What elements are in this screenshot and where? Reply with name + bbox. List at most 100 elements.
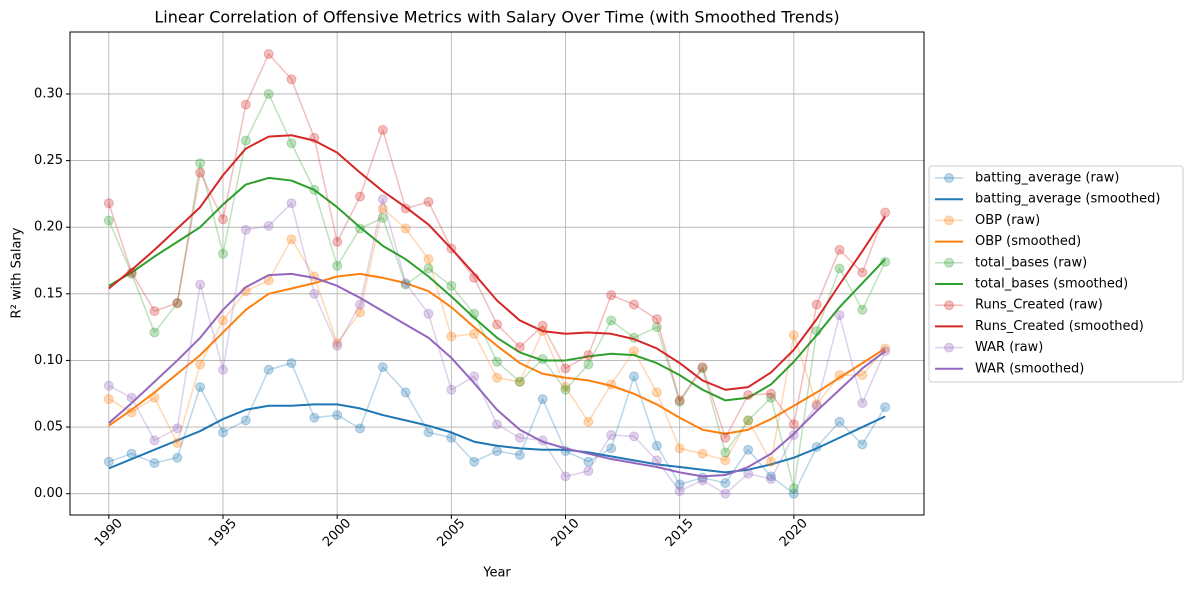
data-point xyxy=(446,384,457,395)
data-point xyxy=(766,392,777,403)
data-point xyxy=(880,402,891,413)
data-point xyxy=(857,370,868,381)
data-point xyxy=(720,488,731,499)
y-axis-label: R² with Salary xyxy=(10,227,25,318)
data-point xyxy=(217,427,228,438)
legend-label: WAR (smoothed) xyxy=(975,361,1084,376)
data-point xyxy=(583,416,594,427)
y-tick-label: 0.20 xyxy=(34,220,63,235)
series-line xyxy=(108,134,887,391)
legend-label: total_bases (smoothed) xyxy=(975,277,1128,292)
data-point xyxy=(697,362,708,373)
series-line xyxy=(108,53,886,439)
data-point xyxy=(332,338,343,349)
data-point xyxy=(811,399,822,410)
data-point xyxy=(354,191,365,202)
data-point xyxy=(720,447,731,458)
series-line xyxy=(108,272,886,435)
legend-marker xyxy=(944,342,954,353)
legend-label: Runs_Created (raw) xyxy=(975,298,1103,313)
data-point xyxy=(149,306,160,317)
data-point xyxy=(788,419,799,430)
data-point xyxy=(560,363,571,374)
x-tick-label: 2015 xyxy=(663,516,697,550)
data-point xyxy=(514,376,525,387)
chart-title: Linear Correlation of Offensive Metrics … xyxy=(154,8,839,27)
data-point xyxy=(400,278,411,289)
series-line xyxy=(108,198,886,495)
data-point xyxy=(857,439,868,450)
data-point xyxy=(103,380,114,391)
data-point xyxy=(651,314,662,325)
data-point xyxy=(286,138,297,149)
data-point xyxy=(834,310,845,321)
data-point xyxy=(149,435,160,446)
data-point xyxy=(674,396,685,407)
series-line xyxy=(108,272,886,478)
data-point xyxy=(423,263,434,274)
data-point xyxy=(446,331,457,342)
x-axis-label: Year xyxy=(482,566,511,581)
x-tick-label: 2000 xyxy=(320,516,354,550)
data-point xyxy=(560,382,571,393)
data-point xyxy=(286,198,297,209)
data-point xyxy=(423,254,434,265)
legend-label: Runs_Created (smoothed) xyxy=(975,319,1144,334)
data-point xyxy=(469,328,480,339)
data-point xyxy=(240,99,251,110)
data-point xyxy=(332,410,343,421)
data-point xyxy=(377,203,388,214)
data-point xyxy=(172,452,183,463)
legend-label: OBP (raw) xyxy=(975,213,1040,228)
data-point xyxy=(172,438,183,449)
legend-label: WAR (raw) xyxy=(975,340,1043,355)
data-point xyxy=(400,223,411,234)
data-point xyxy=(423,308,434,319)
y-tick-label: 0.10 xyxy=(34,353,63,368)
data-point xyxy=(332,340,343,351)
data-point xyxy=(583,350,594,361)
data-point xyxy=(811,299,822,310)
data-point xyxy=(469,371,480,382)
series-line xyxy=(108,176,886,402)
data-point xyxy=(195,279,206,290)
series-line xyxy=(108,207,886,463)
data-point xyxy=(766,474,777,485)
data-point xyxy=(172,423,183,434)
data-point xyxy=(446,280,457,291)
data-point xyxy=(651,440,662,451)
data-point xyxy=(560,384,571,395)
data-point xyxy=(377,124,388,135)
data-point xyxy=(606,443,617,454)
data-point xyxy=(857,304,868,315)
legend-marker xyxy=(944,173,954,183)
data-point xyxy=(674,486,685,497)
data-point xyxy=(103,456,114,467)
data-point xyxy=(263,88,274,99)
data-point xyxy=(149,458,160,469)
legend-label: batting_average (raw) xyxy=(975,171,1119,186)
data-point xyxy=(263,364,274,375)
data-point xyxy=(697,363,708,374)
y-tick-label: 0.15 xyxy=(34,286,63,301)
data-point xyxy=(332,260,343,271)
data-point xyxy=(880,256,891,267)
legend-box xyxy=(928,165,1184,383)
y-tick-label: 0.30 xyxy=(34,86,63,101)
legend-label: OBP (smoothed) xyxy=(975,234,1081,249)
y-tick-label: 0.25 xyxy=(34,153,63,168)
data-point xyxy=(172,298,183,309)
data-point xyxy=(788,483,799,494)
data-point xyxy=(743,444,754,455)
data-point xyxy=(309,288,320,299)
data-point xyxy=(354,299,365,310)
data-point xyxy=(400,279,411,290)
data-point xyxy=(606,315,617,326)
data-point xyxy=(583,359,594,370)
data-point xyxy=(195,359,206,370)
x-tick-label: 2005 xyxy=(434,516,468,550)
data-point xyxy=(720,432,731,443)
data-point xyxy=(240,224,251,235)
data-point xyxy=(720,478,731,489)
